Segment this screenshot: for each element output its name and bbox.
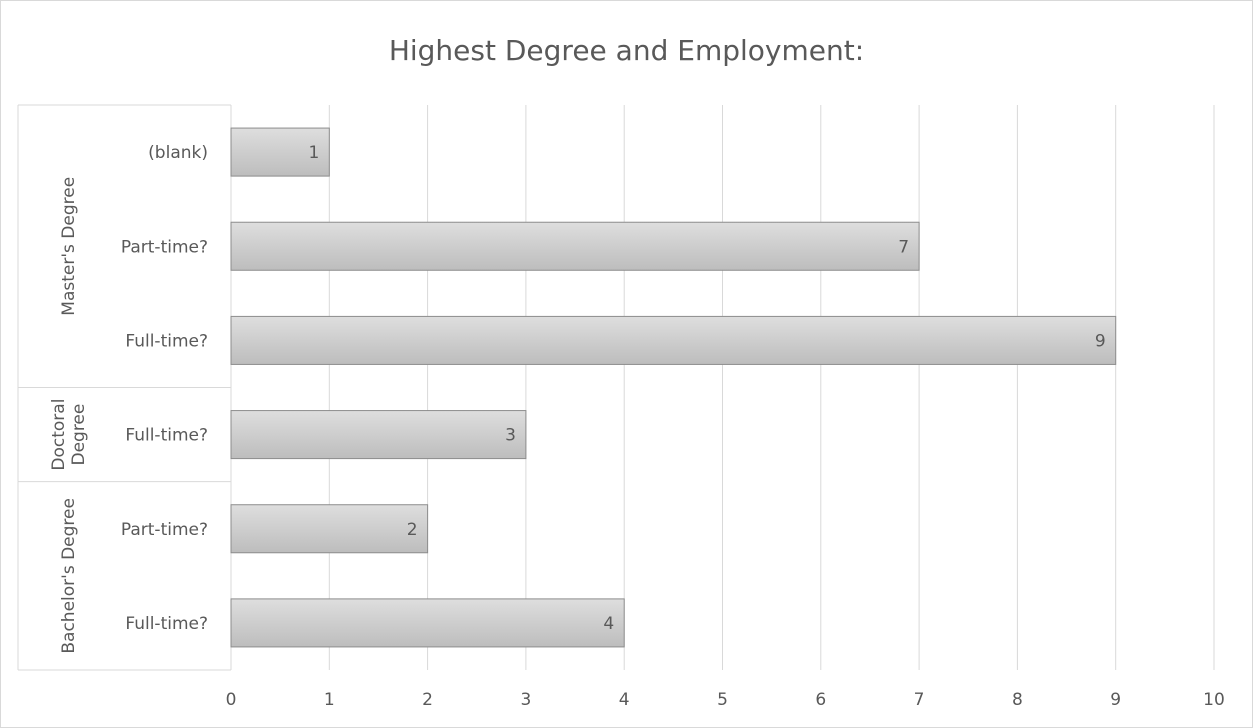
group-label-line: Doctoral: [49, 399, 69, 471]
data-label: 7: [898, 237, 909, 257]
category-label: Full-time?: [125, 426, 208, 446]
x-tick-label: 10: [1203, 690, 1225, 710]
axes: [17, 104, 232, 671]
x-tick-label: 3: [520, 690, 531, 710]
category-label: Part-time?: [121, 520, 208, 540]
data-label: 3: [505, 426, 516, 446]
chart-title: Highest Degree and Employment:: [388, 34, 865, 67]
x-tick-label: 6: [815, 690, 826, 710]
x-tick-label: 1: [324, 690, 335, 710]
data-label: 4: [603, 614, 614, 634]
group-label-line: Degree: [69, 404, 89, 466]
grid-lines: [328, 105, 1215, 670]
category-label: Full-time?: [125, 614, 208, 634]
x-tick-label: 5: [717, 690, 728, 710]
x-tick-label: 9: [1110, 690, 1121, 710]
x-tick-label: 8: [1012, 690, 1023, 710]
group-label: DoctoralDegree: [49, 399, 89, 471]
data-label: 1: [308, 143, 319, 163]
bar: [230, 598, 625, 648]
bar: [230, 410, 527, 460]
category-label: (blank): [148, 143, 208, 163]
group-label: Bachelor's Degree: [59, 498, 79, 654]
data-label: 2: [407, 520, 418, 540]
x-tick-label: 0: [226, 690, 237, 710]
x-tick-label: 2: [422, 690, 433, 710]
category-label: Full-time?: [125, 331, 208, 351]
category-label: Part-time?: [121, 237, 208, 257]
bar: [230, 127, 330, 177]
bar: [230, 221, 920, 271]
x-tick-label: 7: [914, 690, 925, 710]
bar: [230, 315, 1117, 365]
data-label: 9: [1095, 331, 1106, 351]
bar: [230, 504, 429, 554]
bars: [230, 127, 1117, 648]
x-tick-label: 4: [619, 690, 630, 710]
group-label: Master's Degree: [59, 177, 79, 316]
labels: 0 1 2 3 4 5 6 7 8 9 10 1 (blank) 7 Part-time? 9 Full-tim…: [49, 143, 1225, 710]
